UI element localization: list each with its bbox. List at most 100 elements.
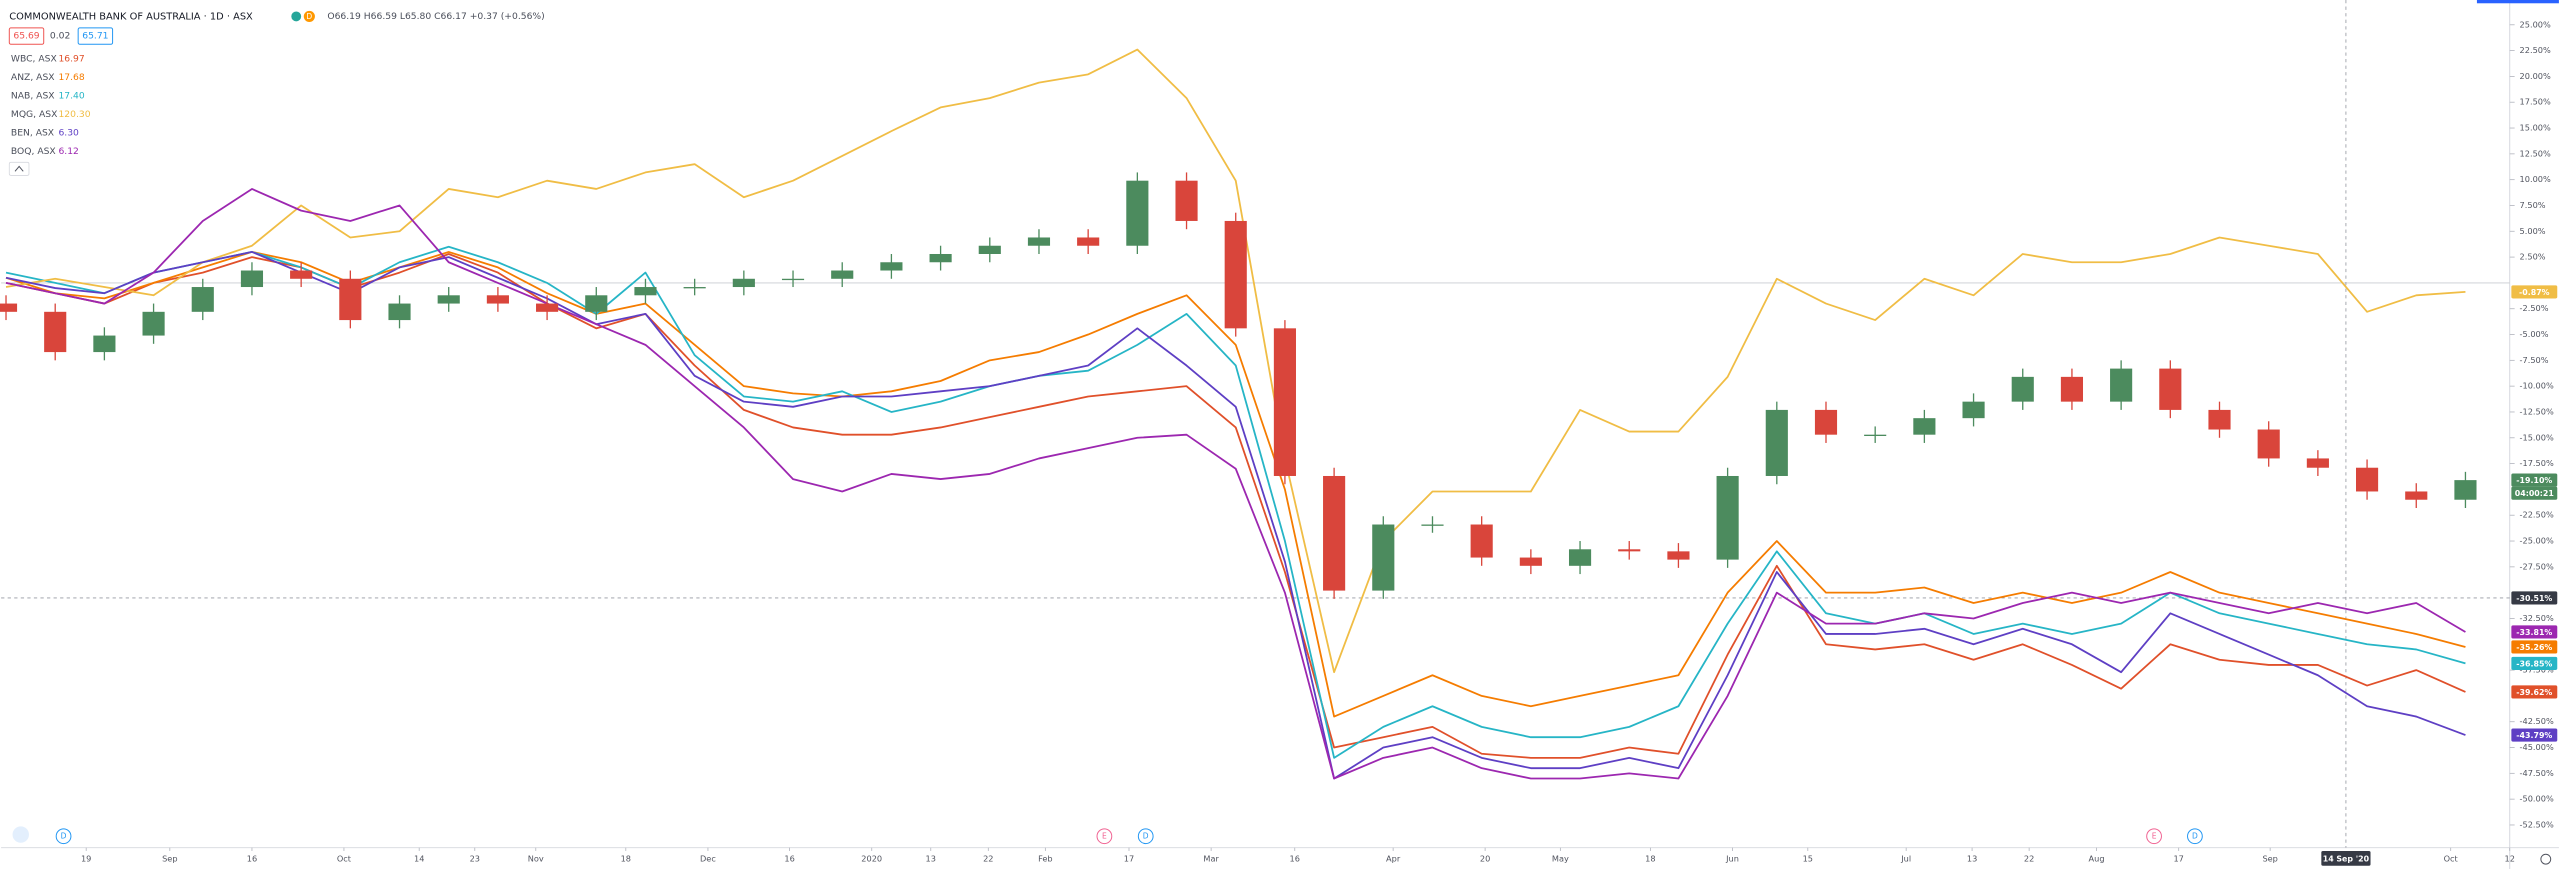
candle-body: [1913, 418, 1936, 435]
x-tick-label: 17: [1124, 854, 1134, 864]
series-line: [5, 48, 2466, 674]
candle-body: [2306, 458, 2329, 468]
last-value-label: -43.79%: [2516, 731, 2552, 740]
legend-value: 17.40: [58, 91, 84, 102]
candle-body: [978, 245, 1001, 254]
x-tick-label: Apr: [1386, 854, 1401, 864]
x-tick-label: Aug: [2089, 854, 2105, 864]
x-tick-label: 23: [470, 854, 480, 864]
candle-body: [585, 295, 608, 312]
x-tick-label: 22: [2024, 854, 2034, 864]
candle-body: [1864, 434, 1887, 436]
y-tick-label: -47.50%: [2520, 768, 2554, 778]
last-value-label: -36.85%: [2516, 659, 2552, 668]
y-tick-label: 12.50%: [2520, 148, 2551, 158]
crosshair-y-label: -30.51%: [2516, 594, 2552, 603]
x-tick-label: 2020: [861, 854, 882, 864]
overlay: COMMONWEALTH BANK OF AUSTRALIA · 1D · AS…: [8, 10, 2552, 865]
ohlc: O66.19 H66.59 L65.80 C66.17 +0.37 (+0.56…: [327, 11, 544, 22]
y-tick-label: -45.00%: [2520, 742, 2554, 752]
bid-box[interactable]: [8, 27, 45, 45]
x-tick-label: 14: [414, 854, 424, 864]
y-tick-label: -7.50%: [2520, 355, 2549, 365]
candle-body: [1765, 409, 1788, 476]
last-value-label-box: [2511, 640, 2558, 654]
candle-body: [1273, 328, 1296, 476]
last-value-label: -39.62%: [2516, 688, 2552, 697]
chart-title: COMMONWEALTH BANK OF AUSTRALIA · 1D · AS…: [9, 11, 253, 22]
x-tick-label: Sep: [2262, 854, 2277, 864]
y-tick-label: -10.00%: [2520, 381, 2554, 391]
candle-body: [2208, 409, 2231, 430]
candle-body: [93, 335, 116, 353]
x-tick-label: 20: [1480, 854, 1490, 864]
ask-box[interactable]: [77, 27, 114, 45]
collapse-legend-button[interactable]: [8, 161, 30, 176]
y-tick-label: -50.00%: [2520, 794, 2554, 804]
legend-name: MQG, ASX: [11, 109, 57, 120]
y-tick-label: -17.50%: [2520, 458, 2554, 468]
last-value-label-box: [2511, 625, 2558, 639]
legend-name: BEN, ASX: [11, 128, 54, 139]
series-line: [5, 253, 2466, 759]
top-accent: [2476, 0, 2559, 4]
candle-body: [1814, 409, 1838, 435]
crosshair-x-label: 14 Sep '20: [2323, 855, 2370, 864]
bottom-left-button[interactable]: [12, 826, 29, 843]
y-tick-label: -12.50%: [2520, 406, 2554, 416]
event-marker: [2187, 828, 2203, 845]
legend-name: NAB, ASX: [11, 91, 55, 102]
x-tick-label: 22: [983, 854, 993, 864]
candle-body: [880, 262, 903, 271]
settings-button[interactable]: [2540, 853, 2552, 865]
x-tick-label: 18: [1645, 854, 1655, 864]
x-tick-label: 15: [1803, 854, 1813, 864]
x-tick-label: Jun: [1725, 854, 1739, 864]
y-tick-label: -32.50%: [2520, 613, 2554, 623]
candle-body: [2405, 491, 2428, 500]
y-tick-label: 20.00%: [2520, 71, 2551, 81]
candle-body: [2257, 429, 2280, 459]
y-tick-label: -25.00%: [2520, 536, 2554, 546]
candle-body: [1667, 551, 1690, 560]
series-line: [5, 251, 2466, 718]
candle-body: [191, 287, 214, 312]
bid: 65.69: [13, 31, 39, 42]
y-tick-label: -27.50%: [2520, 561, 2554, 571]
spread: 0.02: [50, 31, 70, 42]
y-tick-label: -52.50%: [2520, 819, 2554, 829]
candle-body: [536, 303, 559, 312]
countdown-box: [2511, 486, 2558, 500]
ask: 65.71: [82, 31, 108, 42]
y-tick-label: 17.50%: [2520, 97, 2551, 107]
legend-value: 17.68: [58, 72, 84, 83]
candle-body: [1618, 549, 1641, 552]
candle-body: [290, 270, 313, 279]
x-tick-label: 18: [621, 854, 631, 864]
candle-body: [831, 270, 854, 279]
x-tick-label: Oct: [337, 854, 352, 864]
candle-body: [1175, 180, 1198, 221]
crosshair-x-box: [2321, 850, 2371, 866]
y-tick-label: 2.50%: [2520, 252, 2546, 262]
crosshair-y-box: [2511, 591, 2558, 605]
legend-value: 120.30: [58, 109, 90, 120]
event-marker: [1096, 828, 1113, 845]
event-marker: [2146, 828, 2162, 845]
candle-body: [1421, 524, 1444, 526]
series-line: [5, 188, 2466, 780]
candle-body: [2159, 368, 2182, 410]
candle-body: [1962, 401, 1985, 419]
x-tick-label: 12: [2505, 854, 2515, 864]
y-tick-label: -2.50%: [2520, 303, 2549, 313]
legend-name: BOQ, ASX: [11, 146, 56, 157]
candle-body: [1519, 557, 1542, 566]
x-tick-label: 13: [926, 854, 936, 864]
x-tick-label: Nov: [528, 854, 544, 864]
candle-body: [2356, 467, 2379, 492]
candle-body: [1077, 237, 1100, 246]
candle-body: [142, 311, 165, 336]
candle-body: [634, 287, 657, 296]
candle-body: [1372, 524, 1395, 591]
